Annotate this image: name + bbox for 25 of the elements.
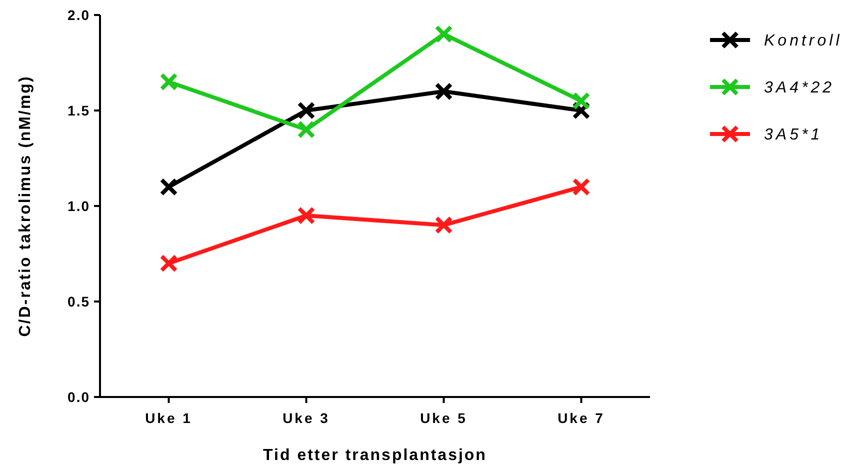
y-axis-title: C/D-ratio takrolimus (nM/mg) (17, 75, 34, 337)
legend-label: Kontroll (764, 32, 842, 50)
y-tick-label: 1.5 (68, 102, 90, 118)
point (572, 92, 590, 110)
y-tick-label: 2.0 (68, 6, 90, 23)
point (160, 178, 178, 196)
x-tick-label: Uke 5 (420, 410, 468, 426)
x-axis-title: Tid etter transplantasjon (263, 447, 487, 464)
point (160, 254, 178, 272)
point (297, 206, 316, 225)
x-tick-label: Uke 7 (558, 410, 605, 426)
x-tick-label: Uke 3 (282, 410, 330, 426)
point (160, 72, 178, 91)
y-tick-label: 0.5 (68, 293, 90, 310)
point (434, 25, 453, 44)
point (572, 178, 590, 196)
x-tick-label: Uke 1 (145, 410, 192, 426)
point (297, 120, 316, 139)
y-tick-label: 1.0 (68, 198, 90, 214)
y-tick-label: 0.0 (68, 388, 90, 405)
point (434, 82, 453, 100)
point (297, 102, 316, 120)
legend-label: 3A4*22 (764, 80, 834, 97)
legend-label: 3A5*1 (764, 126, 823, 144)
point (434, 216, 453, 234)
